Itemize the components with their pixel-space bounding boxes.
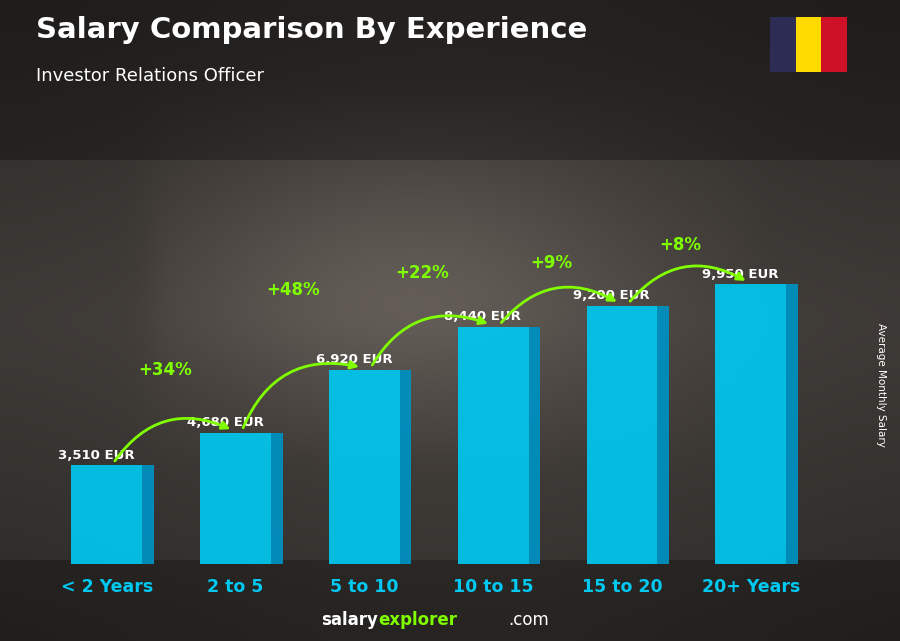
Text: +22%: +22%: [395, 264, 449, 282]
Text: 4,680 EUR: 4,680 EUR: [187, 416, 264, 429]
Text: +9%: +9%: [530, 254, 572, 272]
Text: Investor Relations Officer: Investor Relations Officer: [36, 67, 264, 85]
Polygon shape: [400, 370, 411, 564]
Text: Salary Comparison By Experience: Salary Comparison By Experience: [36, 16, 587, 44]
Text: +34%: +34%: [138, 361, 192, 379]
Bar: [329, 370, 400, 564]
Text: +48%: +48%: [266, 281, 320, 299]
Polygon shape: [786, 285, 797, 564]
Polygon shape: [528, 327, 540, 564]
Text: 6,920 EUR: 6,920 EUR: [316, 353, 392, 366]
Text: 9,950 EUR: 9,950 EUR: [702, 268, 778, 281]
Text: explorer: explorer: [378, 612, 457, 629]
Bar: [200, 433, 271, 564]
Bar: [587, 306, 657, 564]
Text: .com: .com: [508, 612, 549, 629]
Polygon shape: [271, 433, 283, 564]
Polygon shape: [142, 465, 154, 564]
Text: +8%: +8%: [659, 235, 701, 254]
Polygon shape: [657, 306, 669, 564]
Text: salary: salary: [321, 612, 378, 629]
Text: 9,200 EUR: 9,200 EUR: [573, 289, 650, 302]
Bar: [458, 327, 528, 564]
Text: 8,440 EUR: 8,440 EUR: [445, 310, 521, 324]
Bar: [716, 285, 786, 564]
Text: Average Monthly Salary: Average Monthly Salary: [877, 322, 886, 447]
Bar: [71, 465, 142, 564]
Text: 3,510 EUR: 3,510 EUR: [58, 449, 135, 462]
